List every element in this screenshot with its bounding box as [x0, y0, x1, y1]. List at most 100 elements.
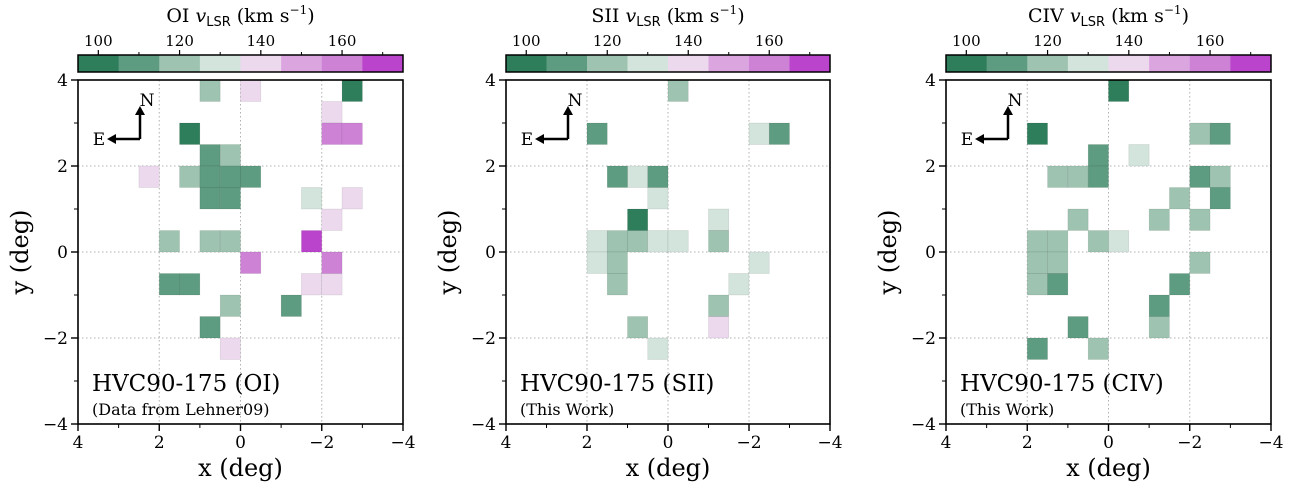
- heatmap-cell: [219, 294, 241, 317]
- x-tick-label: 2: [154, 433, 165, 453]
- heatmap-cell: [1169, 187, 1191, 210]
- compass: NE: [521, 91, 583, 150]
- heatmap-cell: [199, 316, 221, 339]
- y-axis-label: y (deg): [874, 210, 902, 296]
- x-tick-label: 4: [501, 433, 512, 453]
- colorbar-tick-label: 160: [1196, 32, 1225, 50]
- heatmap-cell: [321, 208, 343, 231]
- heatmap-cell: [199, 230, 221, 253]
- heatmap-cell: [199, 144, 221, 167]
- heatmap-cell: [280, 294, 302, 317]
- colorbar-bin: [362, 55, 404, 72]
- colorbar-title-ion: SII: [591, 5, 625, 27]
- heatmap-cell: [1026, 273, 1048, 296]
- compass-east-arrowhead: [535, 134, 544, 144]
- heatmap-cell: [341, 187, 363, 210]
- compass-north-label: N: [1008, 91, 1023, 111]
- heatmap-cell: [1189, 165, 1211, 188]
- heatmap-cell: [240, 79, 262, 102]
- colorbar-frame: [505, 54, 831, 73]
- heatmap-cell: [586, 251, 608, 274]
- heatmap-cell: [301, 273, 323, 296]
- panel-label: HVC90-175 (SII): [520, 371, 714, 397]
- heatmap-cell: [667, 230, 689, 253]
- compass: NE: [93, 91, 155, 150]
- heatmap-cell: [219, 144, 241, 167]
- y-tick-label: 0: [485, 243, 496, 263]
- heatmap-cell: [1209, 122, 1231, 145]
- x-tick-label: −4: [390, 433, 415, 453]
- heatmap-cell: [158, 273, 180, 296]
- panel-1: 100 120 140 160 OI vLSR (km s−1) 4 2 0 −2 −4 −4 −2 0…: [6, 3, 416, 482]
- heatmap-cell: [1067, 165, 1089, 188]
- heatmap-cell: [179, 273, 201, 296]
- y-axis-label: y (deg): [6, 210, 34, 296]
- colorbar-bin: [118, 55, 160, 72]
- x-tick-label: 4: [73, 433, 84, 453]
- panel-sublabel: (This Work): [520, 400, 614, 419]
- heatmap-cell: [627, 316, 649, 339]
- heatmap-cell: [627, 165, 649, 188]
- heatmap-cell: [606, 273, 628, 296]
- heatmap-cell: [1067, 316, 1089, 339]
- panel-label: HVC90-175 (CIV): [960, 371, 1164, 397]
- colorbar-frame: [945, 54, 1272, 73]
- heatmap-cell: [647, 337, 669, 360]
- y-tick-label: 2: [57, 157, 68, 177]
- heatmap-cells: [138, 79, 363, 360]
- ticks: 4 2 0 −2 −4 −4 −2 0 2 4: [911, 71, 1284, 453]
- heatmap-cell: [1026, 251, 1048, 274]
- heatmap-cell: [321, 251, 343, 274]
- y-tick-label: −4: [911, 415, 936, 435]
- heatmap-cell: [667, 79, 689, 102]
- heatmap-cell: [606, 165, 628, 188]
- heatmap-cell: [219, 165, 241, 188]
- colorbar-bin: [708, 55, 750, 72]
- heatmap-cell: [1047, 165, 1069, 188]
- heatmap-cell: [240, 251, 262, 274]
- y-tick-label: 2: [925, 157, 936, 177]
- heatmap-cell: [321, 273, 343, 296]
- compass-north-arrowhead: [563, 106, 573, 115]
- colorbar-title-v: v: [625, 5, 636, 27]
- y-tick-label: 4: [57, 71, 68, 91]
- heatmap-cell: [708, 294, 730, 317]
- heatmap-cell: [1026, 230, 1048, 253]
- x-tick-label: 0: [663, 433, 674, 453]
- y-tick-label: −2: [43, 329, 68, 349]
- colorbar-title-exp: −1: [290, 3, 308, 17]
- colorbar-title-sub: LSR: [206, 15, 231, 30]
- colorbar-tick-label: 100: [84, 32, 113, 50]
- colorbar-tick-label: 120: [593, 32, 622, 50]
- colorbar: 100 120 140 160 OI vLSR (km s−1): [77, 3, 404, 73]
- colorbar-tick-label: 100: [952, 32, 981, 50]
- compass-east-label: E: [93, 130, 105, 150]
- panel-sublabel: (This Work): [960, 400, 1054, 419]
- heatmap-cell: [321, 122, 343, 145]
- colorbar-tick-label: 140: [246, 32, 275, 50]
- panel-3: 100 120 140 160 CIV vLSR (km s−1) 4 2 0 −2 −4 −4 −2…: [874, 3, 1284, 482]
- colorbar-bin: [1230, 55, 1272, 72]
- panel-2: 100 120 140 160 SII vLSR (km s−1) 4 2 0 −2 −4 −4 −2…: [434, 3, 843, 482]
- colorbar-bin: [1067, 55, 1109, 72]
- x-axis-label: x (deg): [198, 454, 283, 482]
- colorbar-bin: [946, 55, 988, 72]
- colorbar-title-v: v: [195, 5, 206, 27]
- y-tick-label: 4: [925, 71, 936, 91]
- colorbar-tick-label: 160: [755, 32, 784, 50]
- x-axis-label: x (deg): [1066, 454, 1151, 482]
- heatmap-cell: [219, 230, 241, 253]
- colorbar-bin: [1027, 55, 1069, 72]
- colorbar-title-exp: −1: [1164, 3, 1182, 17]
- heatmap-cell: [1047, 251, 1069, 274]
- y-tick-label: −2: [471, 329, 496, 349]
- colorbar-bin: [321, 55, 363, 72]
- x-tick-label: −2: [309, 433, 334, 453]
- compass-east-label: E: [961, 130, 973, 150]
- colorbar-bin: [986, 55, 1028, 72]
- colorbar-bin: [78, 55, 120, 72]
- x-tick-label: 2: [1022, 433, 1033, 453]
- colorbar-bin: [668, 55, 709, 72]
- heatmap-cell: [627, 208, 649, 231]
